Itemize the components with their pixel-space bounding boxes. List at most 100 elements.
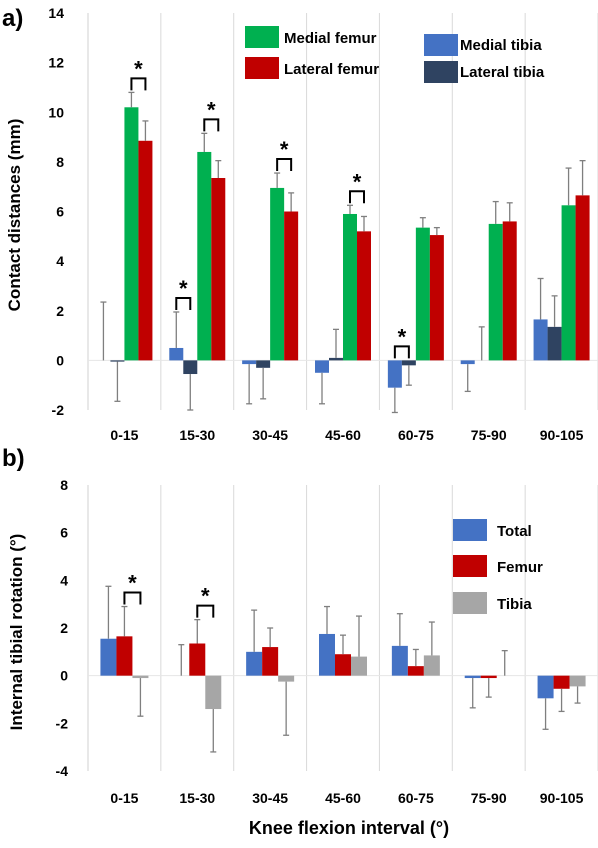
legend-lateral-tibia-label: Lateral tibia: [460, 64, 545, 81]
panel-a-legend: Medial femur Lateral femur Medial tibia …: [245, 26, 545, 83]
panel-a-label: a): [2, 5, 23, 32]
legend-tibia-swatch: [453, 592, 487, 614]
panel-a-bar-lateral-femur-0-15: [138, 140, 153, 361]
panel-a-bar-medial-tibia-75-90: [460, 360, 475, 365]
panel-b-bar-total-30-45: [246, 651, 263, 676]
panel-a-bar-medial-tibia-30-45: [242, 360, 257, 365]
panel-a-bar-medial-femur-45-60: [343, 213, 357, 361]
panel-a-bar-medial-femur-60-75: [415, 227, 430, 361]
panel-a-x-tick-label: 15-30: [179, 427, 215, 443]
panel-a-significance-bracket: [393, 345, 410, 359]
panel-a-bar-lateral-tibia-15-30: [183, 360, 198, 375]
panel-a-x-tick-label: 90-105: [540, 427, 584, 443]
panel-b-legend: Total Femur Tibia: [453, 519, 543, 614]
panel-a-bar-lateral-tibia-45-60: [329, 357, 343, 361]
panel-a-y-tick-label: 10: [48, 104, 64, 120]
panel-b-bar-tibia-15-30: [205, 675, 222, 710]
panel-a-significance-star: *: [398, 324, 407, 349]
panel-a-x-tick-label: 75-90: [471, 427, 507, 443]
panel-b-bar-total-75-90: [464, 675, 481, 679]
panel-a-significance-bracket: [349, 190, 365, 204]
panel-b-significance-bracket: [123, 591, 142, 605]
panel-b-y-tick-label: 2: [60, 620, 68, 636]
panel-b-y-tick-label: 0: [60, 668, 68, 684]
panel-a-bar-medial-femur-75-90: [488, 223, 503, 361]
legend-medial-tibia-swatch: [424, 34, 458, 56]
panel-b-bar-femur-90-105: [553, 675, 570, 689]
panel-a-y-tick-label: 8: [56, 154, 64, 170]
panel-a-y-tick-label: 12: [48, 55, 64, 71]
panel-b-plot: -4 -2 0 2 4 6 8 0-15 15-30 30-45 45-60 60-75 75-90 90…: [56, 477, 598, 806]
panel-a-bar-lateral-femur-30-45: [284, 211, 299, 361]
panel-b-y-axis-label: Internal tibial rotation (°): [7, 534, 26, 731]
panel-a-y-tick-label: 2: [56, 303, 64, 319]
panel-a-significance-star: *: [179, 276, 188, 301]
panel-a-significance-bracket: [203, 118, 220, 132]
panel-a-bar-medial-tibia-90-105: [533, 319, 548, 361]
panel-b-bar-femur-15-30: [189, 643, 206, 676]
panel-a-significance-bracket: [175, 296, 192, 310]
panel-a-bar-lateral-femur-60-75: [429, 235, 444, 361]
panel-a-y-axis-label: Contact distances (mm): [5, 119, 24, 312]
panel-b-bar-total-0-15: [100, 638, 117, 676]
panel-b-x-tick-label: 30-45: [252, 790, 288, 806]
panel-a-significance-bracket: [130, 77, 147, 91]
panel-a-x-tick-label: 0-15: [110, 427, 138, 443]
panel-b-y-tick-label: 8: [60, 477, 68, 493]
panel-b-bar-tibia-60-75: [423, 655, 440, 676]
panel-a-x-tick-label: 60-75: [398, 427, 434, 443]
legend-lateral-femur-swatch: [245, 57, 279, 79]
panel-a-bar-medial-femur-90-105: [561, 205, 576, 361]
panel-a-significance-star: *: [280, 137, 289, 162]
panel-b-significance-star: *: [201, 584, 210, 609]
panel-b-y-tick-label: -2: [56, 715, 69, 731]
legend-lateral-femur-label: Lateral femur: [284, 61, 379, 78]
panel-a-bar-lateral-femur-90-105: [575, 195, 590, 361]
panel-b-bar-total-90-105: [537, 675, 554, 699]
panel-b-x-tick-label: 90-105: [540, 790, 584, 806]
panel-a-y-tick-label: 4: [56, 253, 64, 269]
panel-a-x-tick-label: 45-60: [325, 427, 361, 443]
legend-medial-femur-swatch: [245, 26, 279, 48]
panel-b-y-tick-label: 6: [60, 525, 68, 541]
panel-b-bar-total-45-60: [319, 633, 335, 676]
legend-medial-femur-label: Medial femur: [284, 30, 377, 47]
panel-a-plot: -2 0 2 4 6 8 10 12 14 0-15 15-30 30-45 45-60 60-75 75-…: [48, 5, 598, 443]
legend-tibia-label: Tibia: [497, 596, 532, 613]
panel-a-bar-lateral-tibia-90-105: [547, 326, 562, 361]
panel-b-bar-femur-0-15: [116, 636, 133, 676]
panel-b-significance-bracket: [196, 604, 215, 618]
panel-b-x-tick-label: 15-30: [179, 790, 215, 806]
legend-total-swatch: [453, 519, 487, 541]
panel-a-bar-medial-femur-30-45: [270, 187, 285, 361]
panel-a-bar-lateral-femur-75-90: [502, 221, 517, 361]
panel-a-bar-medial-tibia-60-75: [387, 360, 402, 388]
panel-a-bar-medial-femur-0-15: [124, 107, 139, 361]
panel-b-label: b): [2, 445, 25, 472]
panel-a-y-tick-label: -2: [52, 402, 65, 418]
panel-b-x-tick-label: 0-15: [110, 790, 138, 806]
panel-a-x-tick-label: 30-45: [252, 427, 288, 443]
panel-b-bar-femur-30-45: [262, 647, 279, 676]
panel-b-bar-tibia-0-15: [132, 675, 149, 679]
panel-b-x-axis-label: Knee flexion interval (°): [249, 818, 449, 838]
panel-a-bar-lateral-femur-45-60: [357, 231, 371, 361]
panel-b-bar-femur-75-90: [480, 675, 497, 679]
panel-b-bar-femur-45-60: [335, 654, 351, 676]
panel-b-bar-tibia-45-60: [351, 656, 367, 676]
panel-b-bar-tibia-30-45: [278, 675, 295, 682]
panel-b-bar-total-60-75: [391, 645, 408, 676]
panel-a-bar-medial-tibia-15-30: [169, 347, 184, 361]
legend-femur-label: Femur: [497, 559, 543, 576]
panel-a-bar-medial-femur-15-30: [197, 151, 212, 361]
panel-b-x-tick-label: 75-90: [471, 790, 507, 806]
panel-a-bar-lateral-tibia-0-15: [110, 360, 125, 362]
legend-femur-swatch: [453, 555, 487, 577]
panel-a-y-tick-label: 0: [56, 352, 64, 368]
legend-total-label: Total: [497, 523, 532, 540]
panel-a-significance-star: *: [353, 169, 362, 194]
panel-a-bar-lateral-tibia-30-45: [256, 360, 271, 368]
panel-a-bar-medial-tibia-45-60: [315, 360, 329, 373]
panel-a-significance-bracket: [276, 158, 293, 172]
panel-a-bar-lateral-tibia-60-75: [401, 360, 416, 366]
